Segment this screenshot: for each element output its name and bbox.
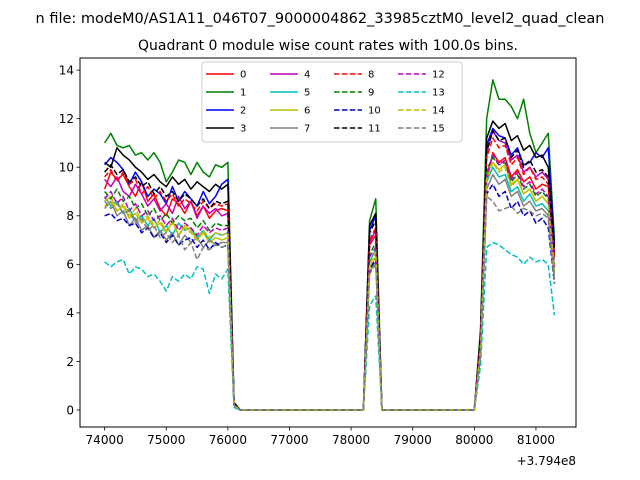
x-tick-label: 75000 bbox=[147, 433, 185, 447]
y-tick-label: 0 bbox=[66, 403, 74, 417]
legend-label: 7 bbox=[304, 124, 310, 135]
legend-label: 12 bbox=[432, 70, 445, 81]
legend-label: 9 bbox=[368, 88, 374, 99]
x-tick-label: 81000 bbox=[517, 433, 555, 447]
y-tick-label: 4 bbox=[66, 306, 74, 320]
x-tick-label: 77000 bbox=[270, 433, 308, 447]
legend-label: 11 bbox=[368, 124, 381, 135]
y-tick-label: 6 bbox=[66, 258, 74, 272]
x-axis: 74000 75000 76000 77000 78000 79000 80000 81000 bbox=[86, 427, 555, 447]
chart-title: Quadrant 0 module wise count rates with … bbox=[138, 38, 518, 54]
plot-frame bbox=[79, 57, 577, 428]
x-tick-label: 80000 bbox=[455, 433, 493, 447]
legend-label: 15 bbox=[432, 124, 445, 135]
y-tick-label: 8 bbox=[66, 209, 74, 223]
x-tick-label: 74000 bbox=[86, 433, 124, 447]
series-lines bbox=[103, 79, 556, 411]
legend-label: 5 bbox=[304, 88, 310, 99]
legend-label: 10 bbox=[368, 106, 381, 117]
y-axis: 0 2 4 6 8 10 12 14 bbox=[59, 63, 80, 417]
legend-label: 0 bbox=[240, 70, 246, 81]
legend-label: 3 bbox=[240, 124, 246, 135]
y-tick-label: 10 bbox=[59, 161, 74, 175]
y-tick-label: 12 bbox=[59, 112, 74, 126]
legend-label: 6 bbox=[304, 106, 310, 117]
series-line-15 bbox=[104, 195, 556, 411]
x-offset-label: +3.794e8 bbox=[517, 454, 576, 468]
y-tick-label: 14 bbox=[59, 63, 74, 77]
legend-label: 2 bbox=[240, 106, 246, 117]
x-tick-label: 76000 bbox=[209, 433, 247, 447]
legend-label: 1 bbox=[240, 88, 246, 99]
x-tick-label: 79000 bbox=[394, 433, 432, 447]
legend-label: 14 bbox=[432, 106, 445, 117]
legend-label: 4 bbox=[304, 70, 310, 81]
x-tick-label: 78000 bbox=[332, 433, 370, 447]
y-tick-label: 2 bbox=[66, 355, 74, 369]
legend-label: 13 bbox=[432, 88, 445, 99]
legend-label: 8 bbox=[368, 70, 374, 81]
legend-box bbox=[201, 61, 463, 143]
figure-suptitle: n file: modeM0/AS1A11_046T07_9000004862_… bbox=[36, 11, 605, 27]
